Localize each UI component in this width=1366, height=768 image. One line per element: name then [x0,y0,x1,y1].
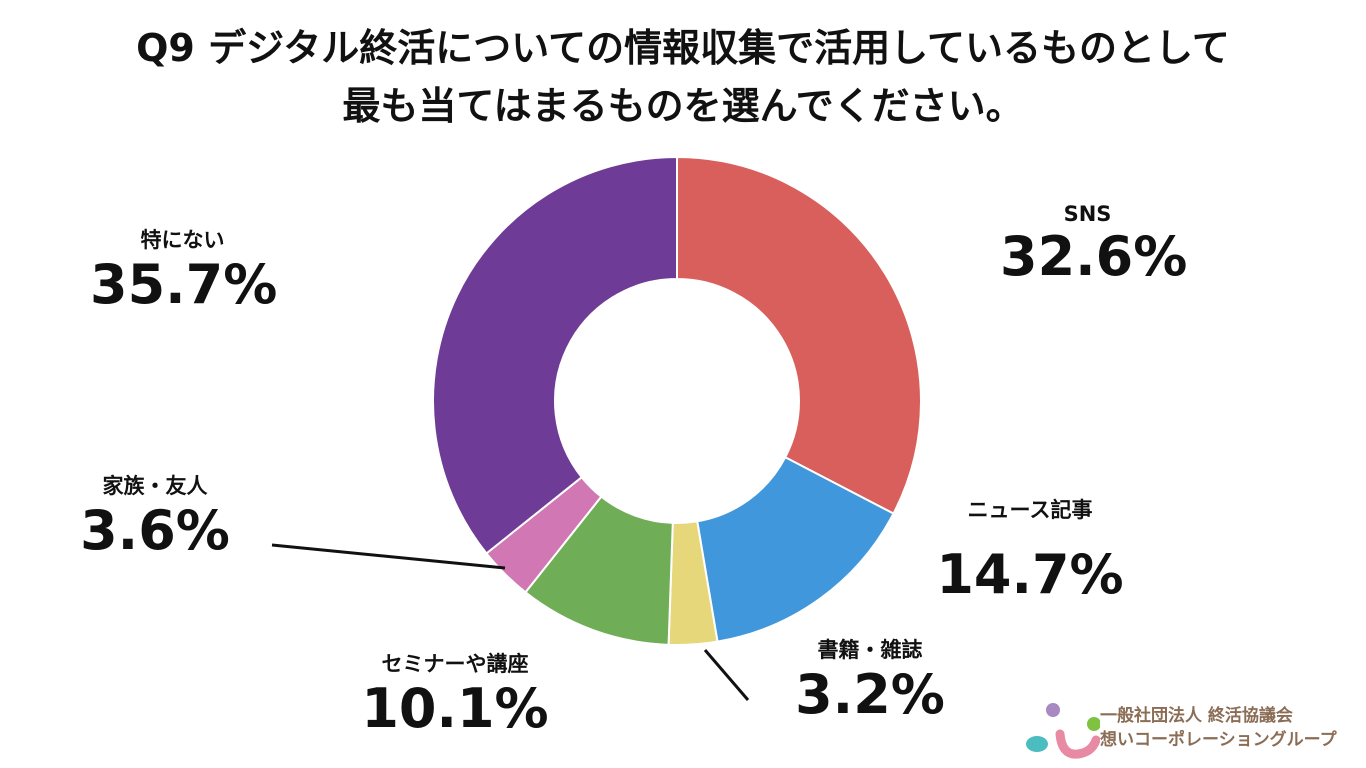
slice-5 [432,155,678,555]
label-family: 家族・友人 3.6% [70,470,240,562]
slice-name: SNS [1063,202,1112,226]
slice-value: 3.2% [795,663,945,726]
label-books: 書籍・雑誌 3.2% [775,634,965,726]
slice-value: 35.7% [90,253,278,316]
slice-name: 特にない [140,228,225,252]
logo-line2: 想いコーポレーショングループ [1100,730,1337,750]
slice-name: セミナーや講座 [381,652,529,676]
logo-line1: 一般社団法人 終活協議会 [1100,706,1293,726]
slice-value: 3.6% [80,499,230,562]
slice-name: ニュース記事 [967,498,1093,522]
slice-0 [676,155,922,515]
slice-name: 書籍・雑誌 [817,638,923,662]
organization-logo: 一般社団法人 終活協議会 想いコーポレーショングループ [1020,698,1360,760]
chart-title-line1: Q9 デジタル終活についての情報収集で活用しているものとして [136,26,1230,70]
leader-line-family [271,543,506,570]
leader-line-books [703,649,750,701]
label-news: ニュース記事 14.7% [925,494,1135,606]
label-seminar: セミナーや講座 10.1% [340,648,570,740]
logo-mark-icon [1026,703,1101,759]
slice-value: 10.1% [361,677,549,740]
slice-1 [696,455,895,643]
slice-value: 32.6% [1000,225,1188,288]
slice-value: 14.7% [936,543,1124,606]
slice-name: 家族・友人 [102,474,208,498]
chart-title-line2: 最も当てはまるものを選んでください。 [342,84,1024,128]
label-sns: SNS 32.6% [1000,202,1188,288]
label-none: 特にない 35.7% [90,224,278,316]
